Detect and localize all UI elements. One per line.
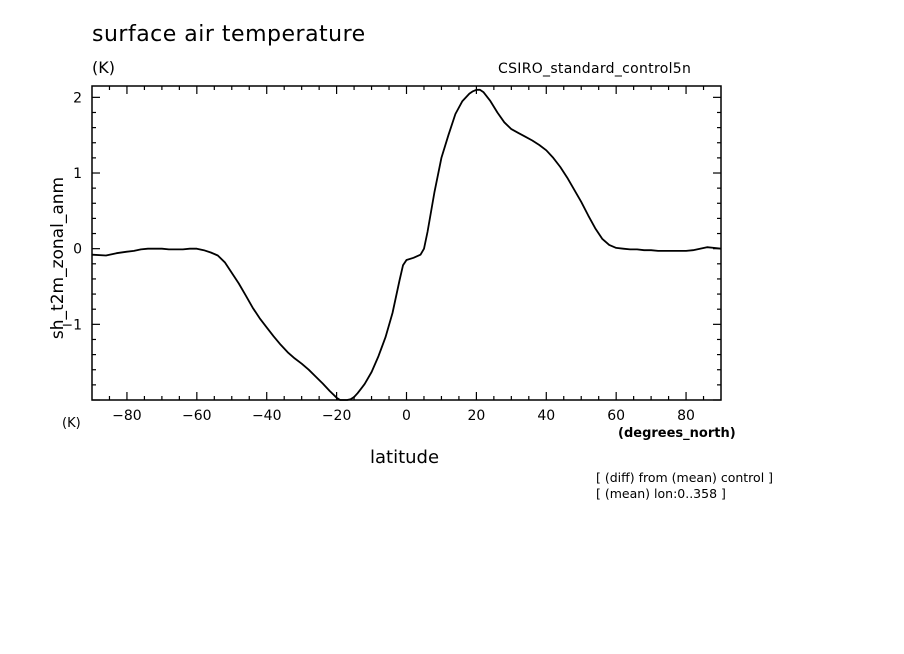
- x-tick-label: −20: [322, 408, 352, 424]
- x-tick-label: −60: [182, 408, 212, 424]
- x-tick-label: −80: [112, 408, 142, 424]
- plot-frame: [91, 85, 722, 401]
- x-tick-label: 80: [677, 408, 695, 424]
- x-tick-label: 0: [402, 408, 411, 424]
- tick-labels: −80 −60 −40 −20 0 20 40 60 80 −1 0 1 2: [61, 90, 695, 424]
- x-tick-label: −40: [252, 408, 282, 424]
- x-tick-label: 60: [607, 408, 625, 424]
- plot-title: surface air temperature: [92, 22, 366, 47]
- run-name-label: CSIRO_standard_control5n: [498, 61, 692, 77]
- axis-ticks: [92, 86, 721, 401]
- units-label-top: (K): [92, 58, 115, 77]
- y-tick-label: 0: [73, 242, 82, 258]
- annotation-diff: [ (diff) from (mean) control ]: [596, 470, 774, 485]
- x-axis-units: (degrees_north): [618, 426, 736, 441]
- x-tick-label: 20: [467, 408, 485, 424]
- y-tick-label: 1: [73, 166, 82, 182]
- series-line: [91, 88, 722, 401]
- annotation-mean: [ (mean) lon:0..358 ]: [596, 486, 726, 501]
- x-tick-label: 40: [537, 408, 555, 424]
- y-tick-label: −1: [61, 317, 82, 333]
- x-axis-label: latitude: [370, 447, 440, 468]
- y-tick-label: 2: [73, 90, 82, 106]
- units-label-bottom: (K): [62, 416, 81, 431]
